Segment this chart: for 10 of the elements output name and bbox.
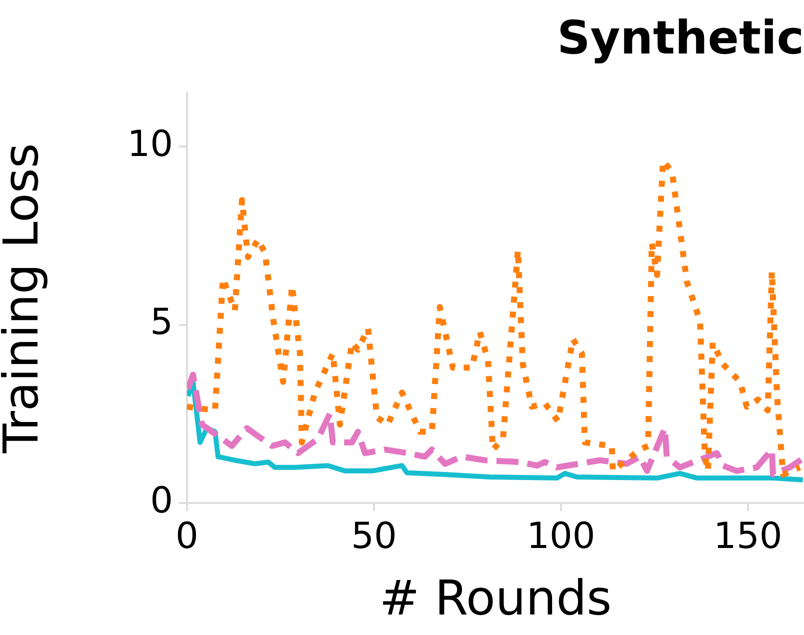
y-tick-label: 5 [150,302,173,344]
x-tick-label: 0 [176,516,198,557]
x-tick-label: 150 [714,516,782,557]
x-axis-title: # Rounds [379,570,612,627]
y-tick-label: 0 [150,480,173,522]
chart-title: Synthetic [557,10,804,65]
y-axis-title: Training Loss [0,143,50,454]
y-tick-label: 10 [127,124,173,166]
x-tick-label: 100 [526,516,596,557]
x-tick-label: 50 [351,516,397,557]
